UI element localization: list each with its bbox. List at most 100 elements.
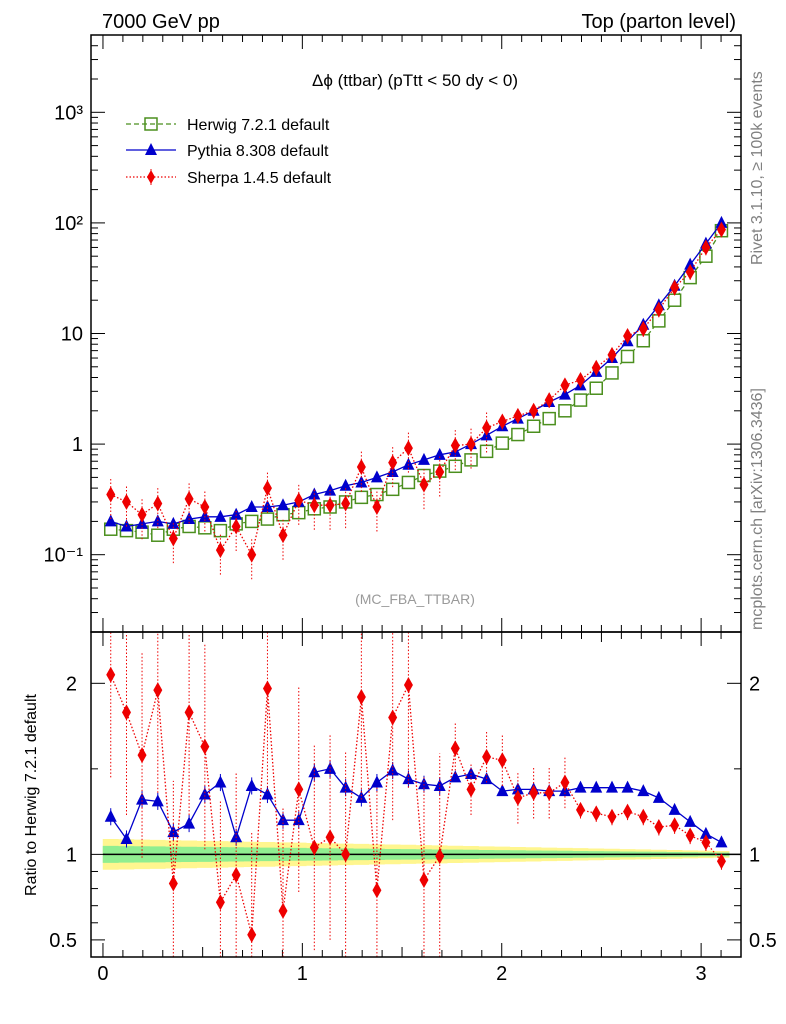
sherpa-point <box>435 463 445 480</box>
ratio-sherpa-point <box>575 801 585 818</box>
ratio-pythia-point <box>386 763 399 776</box>
sherpa-point <box>419 476 429 493</box>
ratio-sherpa-point <box>215 894 225 911</box>
ratio-sherpa-point <box>309 839 319 856</box>
pythia-point <box>230 507 243 520</box>
ratio-panel: 0.5 0.5 1 1 2 2 0 1 2 3 <box>49 632 777 985</box>
ratio-pythia-point <box>339 780 352 793</box>
legend-label-sherpa: Sherpa 1.4.5 default <box>187 170 332 187</box>
sherpa-point <box>403 440 413 457</box>
ratio-y-tick-label-right: 0.5 <box>749 930 777 952</box>
ratio-y-tick-label-right: 2 <box>749 673 760 695</box>
x-tick-label: 0 <box>97 963 108 985</box>
ratio-pythia-point <box>120 831 133 844</box>
herwig-point <box>542 411 556 426</box>
sherpa-point <box>137 506 147 523</box>
ratio-pythia-point <box>449 770 462 783</box>
pythia-point <box>167 516 180 529</box>
herwig-point <box>260 512 275 526</box>
ratio-pythia-point <box>292 813 305 826</box>
sherpa-point <box>575 371 585 388</box>
ratio-y-tick-label: 1 <box>66 844 77 866</box>
sherpa-point <box>685 263 695 280</box>
ratio-pythia-point <box>183 816 196 829</box>
ratio-sherpa-point <box>294 781 304 798</box>
sherpa-point <box>184 490 194 507</box>
sherpa-point <box>325 497 335 514</box>
legend-label-herwig: Herwig 7.2.1 default <box>187 117 330 134</box>
ratio-pythia-point <box>245 778 258 791</box>
sherpa-point <box>544 392 554 409</box>
ratio-sherpa-point <box>591 805 601 822</box>
ratio-sherpa-point <box>121 704 131 721</box>
ratio-pythia-point <box>402 772 415 785</box>
ratio-pythia-point <box>370 775 383 788</box>
herwig-point <box>495 436 510 450</box>
legend-entry-herwig: Herwig 7.2.1 default <box>126 117 330 134</box>
herwig-point <box>620 349 635 364</box>
sherpa-point <box>450 437 460 454</box>
sherpa-point <box>497 413 507 430</box>
pythia-point <box>245 499 258 512</box>
pythia-point <box>558 387 571 400</box>
ratio-sherpa-point <box>106 666 116 683</box>
ratio-y-tick-label-right: 1 <box>749 844 760 866</box>
herwig-point <box>667 293 682 307</box>
ratio-sherpa-point <box>435 848 445 865</box>
sherpa-point <box>388 454 398 471</box>
ratio-sherpa-point <box>497 752 507 769</box>
herwig-point <box>354 490 369 505</box>
herwig-point <box>589 381 603 395</box>
pythia-point <box>417 452 430 465</box>
sherpa-point <box>200 498 210 515</box>
herwig-line <box>110 230 723 536</box>
ratio-pythia-point <box>668 802 681 815</box>
header-left: 7000 GeV pp <box>102 11 220 33</box>
ratio-frame <box>90 631 742 958</box>
sherpa-point <box>341 495 351 512</box>
ratio-pythia-point <box>699 826 712 839</box>
sherpa-point <box>153 495 163 512</box>
ratio-sherpa-point <box>638 808 648 825</box>
ratio-sherpa-point <box>623 803 633 820</box>
ratio-pythia-point <box>574 780 587 793</box>
sherpa-point <box>372 498 382 515</box>
ratio-sherpa-point <box>200 738 210 755</box>
ratio-sherpa-point <box>137 747 147 764</box>
ratio-sherpa-point <box>278 902 288 919</box>
x-tick-label: 2 <box>496 963 507 985</box>
ratio-sherpa-point <box>419 872 429 889</box>
ratio-sherpa-point <box>685 827 695 844</box>
legend-label-pythia: Pythia 8.308 default <box>187 143 329 160</box>
sherpa-point <box>529 402 539 419</box>
header-right: Top (parton level) <box>581 11 736 33</box>
pythia-point <box>324 483 337 496</box>
x-tick-label: 3 <box>696 963 707 985</box>
y-tick-label: 10 <box>61 324 83 346</box>
ratio-sherpa-point <box>372 882 382 899</box>
legend-marker-pythia <box>145 143 157 155</box>
legend-marker-herwig <box>144 117 158 131</box>
sherpa-point <box>262 480 272 497</box>
ratio-sherpa-point <box>701 834 711 851</box>
ratio-sherpa-point <box>513 789 523 806</box>
sherpa-point <box>231 518 241 535</box>
sherpa-point <box>591 359 601 376</box>
pythia-point <box>355 475 368 488</box>
pythia-point <box>214 509 227 522</box>
sherpa-point <box>294 492 304 509</box>
rivet-label: Rivet 3.1.10, ≥ 100k events <box>749 71 766 265</box>
ratio-sherpa-line <box>110 674 723 935</box>
sherpa-point <box>247 546 257 563</box>
ratio-sherpa-point <box>716 853 726 870</box>
ratio-pythia-point <box>605 780 618 793</box>
ratio-pythia-point <box>355 790 368 803</box>
ratio-pythia-point <box>167 825 180 838</box>
main-panel: 10⁻¹ 1 10 10² 10³ <box>44 34 741 633</box>
sherpa-point <box>482 419 492 436</box>
herwig-point <box>401 475 416 490</box>
ratio-sherpa-point <box>450 740 460 757</box>
ratio-sherpa-point <box>482 748 492 765</box>
pythia-point <box>339 478 352 491</box>
ratio-pythia-point <box>261 787 274 800</box>
